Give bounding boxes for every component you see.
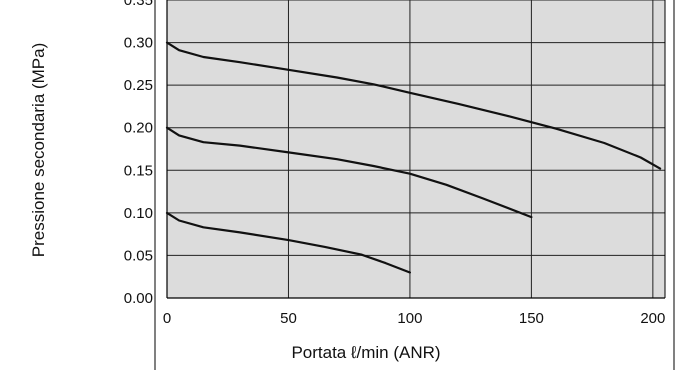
grid: [154, 0, 675, 370]
y-tick-label: 0.00: [124, 290, 153, 307]
y-tick-label: 0.10: [124, 205, 153, 222]
series-line-2: [165, 126, 533, 219]
x-axis-label: Portata ℓ/min (ANR): [291, 343, 440, 362]
x-tick-label: 0: [163, 310, 171, 327]
plot-background: [167, 0, 665, 298]
x-tick-label: 150: [519, 310, 544, 327]
y-tick-label: 0.30: [124, 35, 153, 52]
series-line-3: [165, 211, 411, 274]
y-tick-label: 0.05: [124, 247, 153, 264]
y-axis-label: Pressione secondaria (MPa): [29, 43, 48, 257]
x-tick-label: 200: [640, 310, 665, 327]
x-tick-label: 50: [280, 310, 297, 327]
y-tick-label: 0.25: [124, 77, 153, 94]
y-tick-label: 0.35: [124, 0, 153, 9]
x-tick-label: 100: [397, 310, 422, 327]
series-layer: [165, 41, 662, 274]
y-tick-labels: 0.00 0.05 0.10 0.15 0.20 0.25 0.30 0.35: [124, 0, 153, 307]
series-line-1: [165, 41, 662, 170]
y-tick-label: 0.20: [124, 120, 153, 137]
x-tick-labels: 0 50 100 150 200: [163, 310, 666, 327]
y-tick-label: 0.15: [124, 162, 153, 179]
